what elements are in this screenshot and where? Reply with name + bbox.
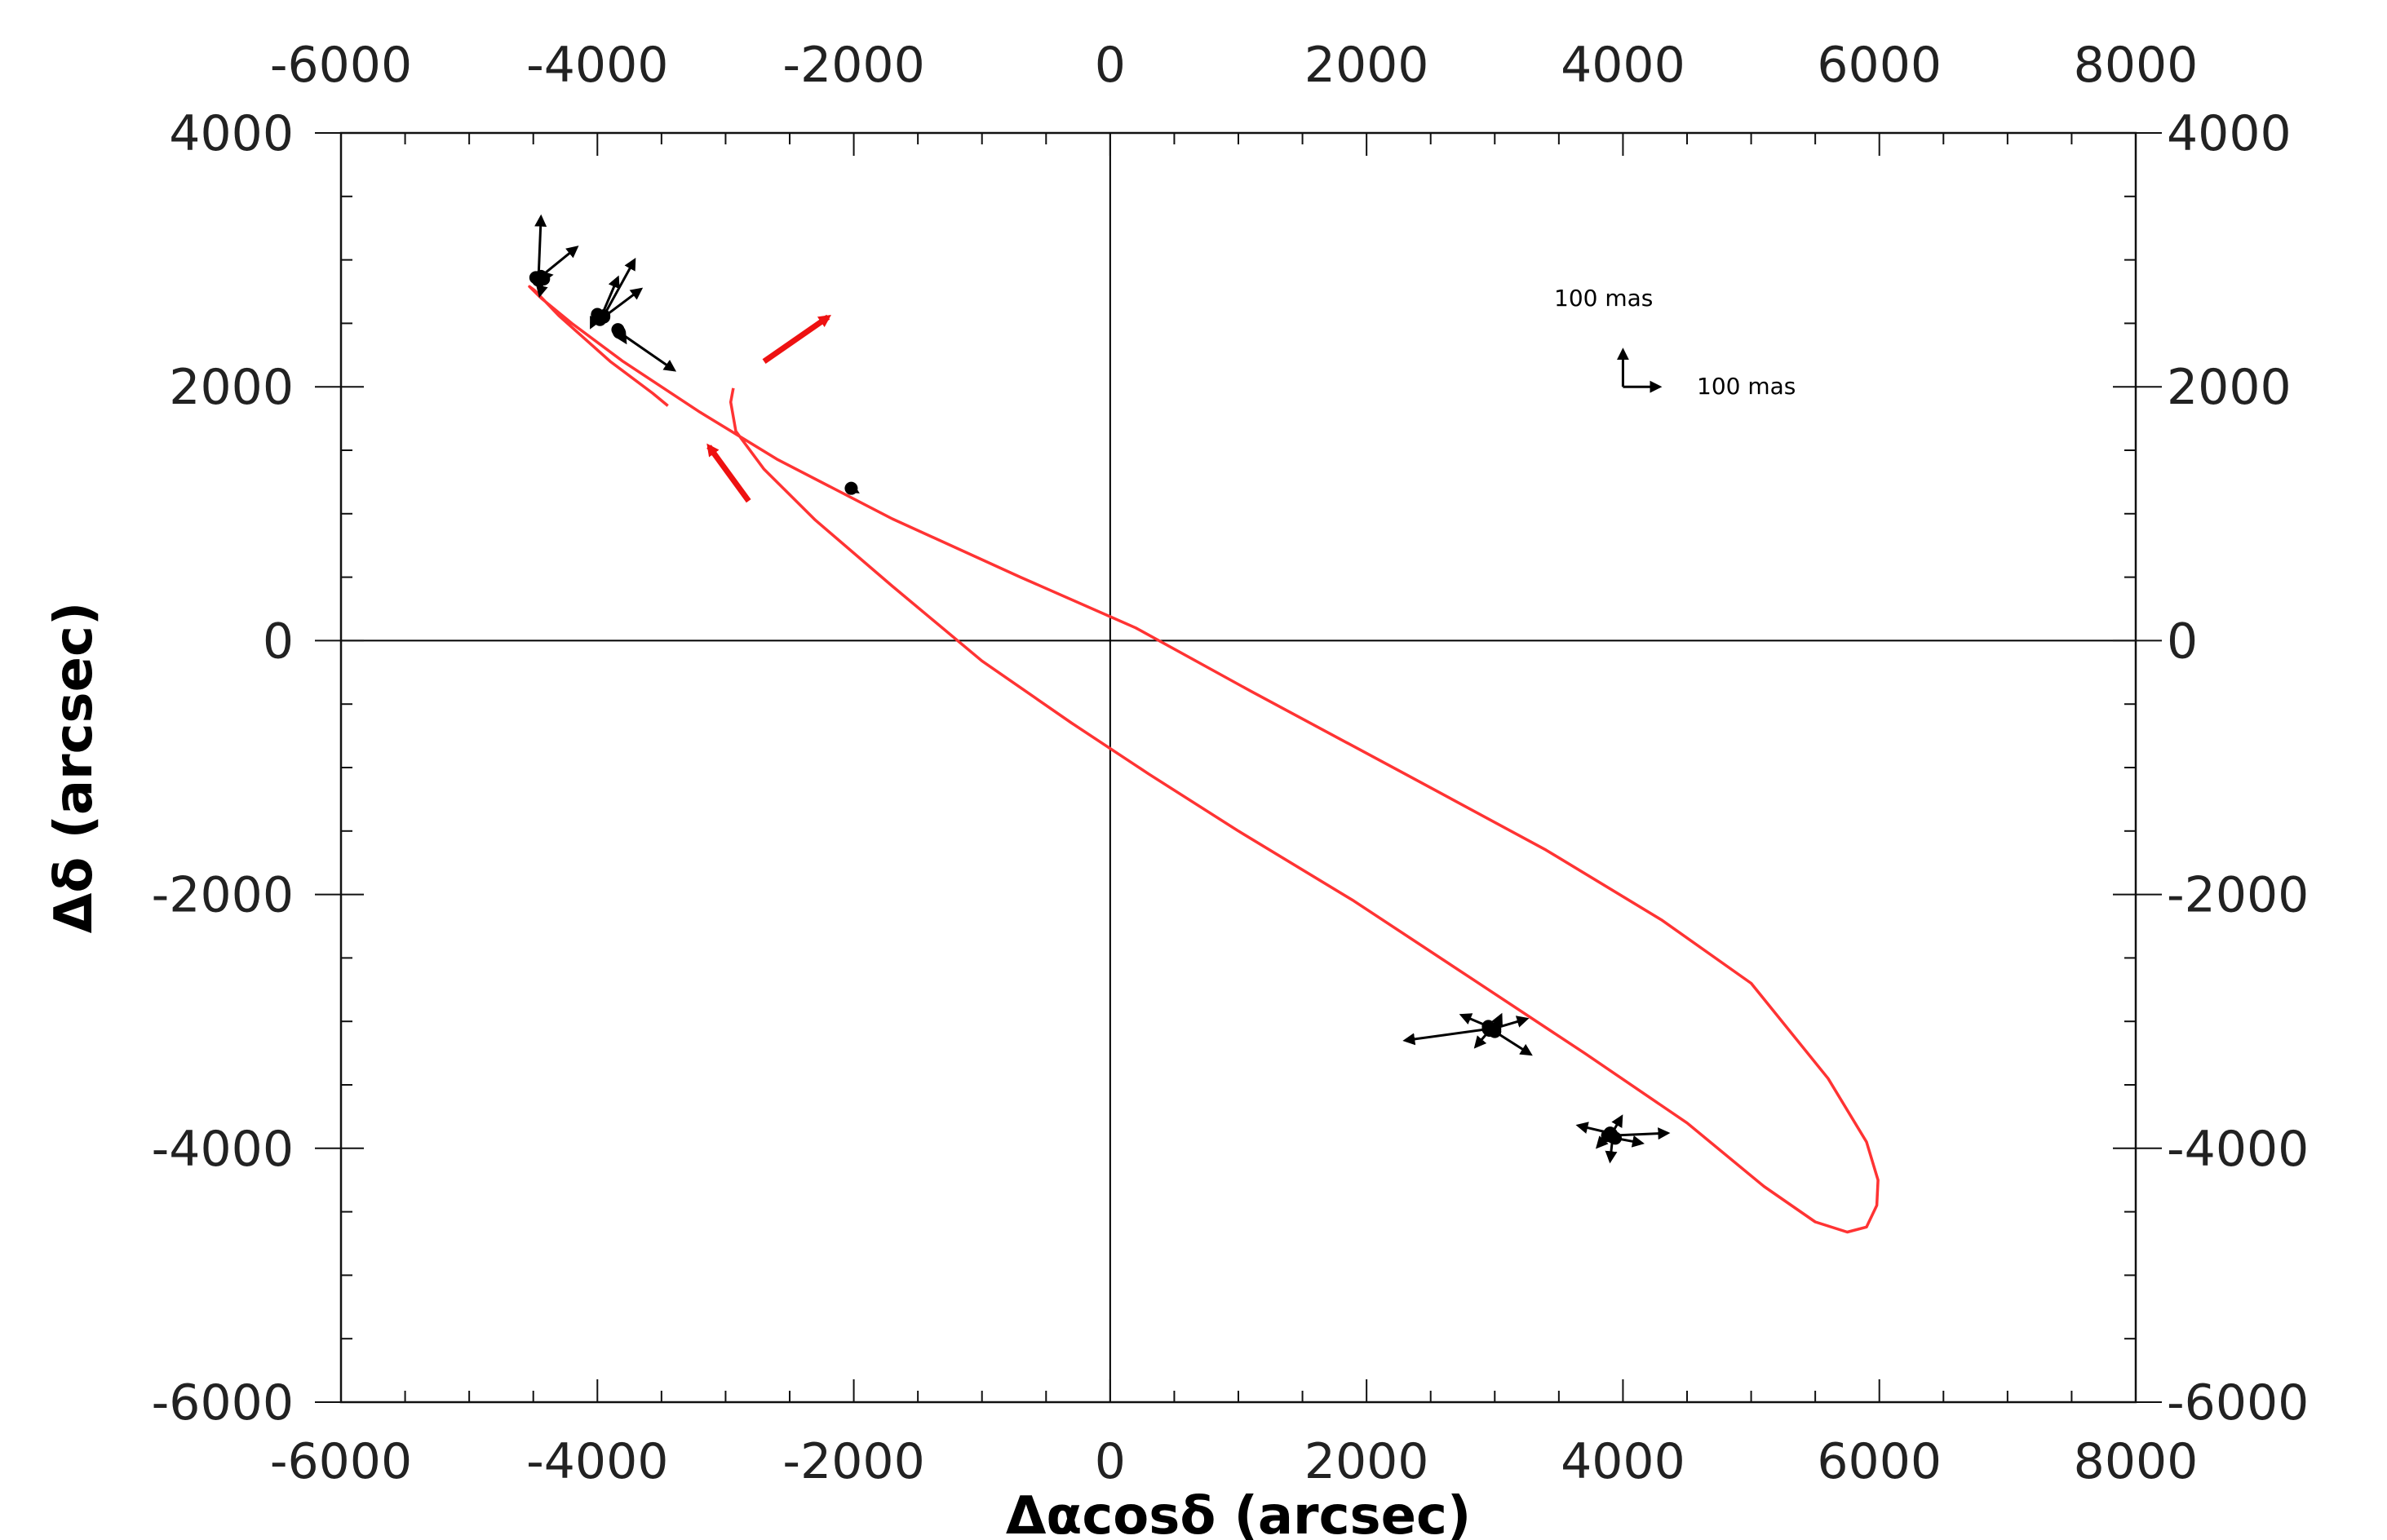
motion-vector <box>1614 1135 1645 1148</box>
motion-vector <box>1595 1135 1609 1149</box>
motion-vector <box>602 257 636 316</box>
x-axis-title: Δαcosδ (arcsec) <box>1006 1486 1471 1540</box>
x-tick-label-bottom: -4000 <box>526 1433 668 1490</box>
y-tick-label-left: -4000 <box>152 1121 294 1178</box>
motion-vector <box>603 287 644 318</box>
y-tick-label-right: 0 <box>2167 613 2198 670</box>
orbit-path <box>528 285 1880 1234</box>
motion-vector <box>535 278 548 299</box>
x-tick-label-top: -2000 <box>782 37 924 94</box>
vector-group-upper-left <box>529 214 677 372</box>
direction-arrow <box>762 314 831 364</box>
motion-vector <box>1491 1012 1503 1030</box>
motion-vector <box>1459 1013 1490 1028</box>
scale-east-label: 100 mas <box>1697 373 1796 400</box>
motion-vector <box>590 313 601 330</box>
motion-vector <box>1494 1030 1533 1056</box>
y-tick-label-left: 0 <box>263 613 294 670</box>
x-tick-label-top: -6000 <box>270 37 412 94</box>
x-tick-label-bottom: 6000 <box>1817 1433 1942 1490</box>
y-tick-label-left: -2000 <box>152 867 294 924</box>
x-tick-label-bottom: 0 <box>1095 1433 1126 1490</box>
scale-bar: 100 mas 100 mas <box>1554 285 1796 400</box>
scale-north-label: 100 mas <box>1554 285 1653 312</box>
orbit-layer <box>528 285 1880 1234</box>
y-tick-label-right: -6000 <box>2167 1374 2309 1432</box>
vector-group-lower-right-2 <box>1575 1114 1671 1164</box>
direction-arrow <box>706 443 751 503</box>
motion-vector <box>1473 1029 1491 1049</box>
x-tick-label-top: 2000 <box>1304 37 1429 94</box>
zero-lines <box>341 133 2136 1402</box>
plot-area-border <box>339 131 2137 1404</box>
vector-group-lower-right-1 <box>1402 1012 1533 1056</box>
motion-vector <box>846 481 860 493</box>
axis-ticks <box>315 132 2162 1403</box>
x-tick-label-bottom: 8000 <box>2074 1433 2199 1490</box>
motion-vector <box>618 331 677 372</box>
y-tick-label-right: 4000 <box>2167 105 2292 162</box>
motion-vector <box>615 329 627 345</box>
x-tick-label-bottom: 4000 <box>1561 1433 1685 1490</box>
y-tick-label-left: 4000 <box>169 105 294 162</box>
x-tick-label-top: 8000 <box>2074 37 2199 94</box>
x-tick-label-bottom: -6000 <box>270 1433 412 1490</box>
plot-frame <box>339 131 2137 1404</box>
y-tick-label-right: 2000 <box>2167 359 2292 416</box>
x-tick-label-bottom: 2000 <box>1304 1433 1429 1490</box>
motion-vector <box>1610 1114 1623 1135</box>
motion-vector <box>534 214 547 281</box>
y-tick-label-left: 2000 <box>169 359 294 416</box>
tick-labels: -6000-6000-4000-4000-2000-20000020002000… <box>152 37 2310 1490</box>
x-tick-label-bottom: -2000 <box>782 1433 924 1490</box>
x-tick-label-top: 0 <box>1095 37 1126 94</box>
x-tick-label-top: 6000 <box>1817 37 1942 94</box>
y-axis-title: Δδ (arcsec) <box>44 602 104 933</box>
vector-group-middle <box>844 481 860 495</box>
x-tick-label-top: 4000 <box>1561 37 1685 94</box>
y-tick-label-right: -4000 <box>2167 1121 2309 1178</box>
y-tick-label-left: -6000 <box>152 1374 294 1432</box>
direction-arrow-layer <box>706 314 831 503</box>
vector-layer <box>529 214 1671 1164</box>
x-tick-label-top: -4000 <box>526 37 668 94</box>
y-tick-label-right: -2000 <box>2167 867 2309 924</box>
motion-vector <box>540 246 579 277</box>
motion-vector <box>1402 1028 1489 1046</box>
